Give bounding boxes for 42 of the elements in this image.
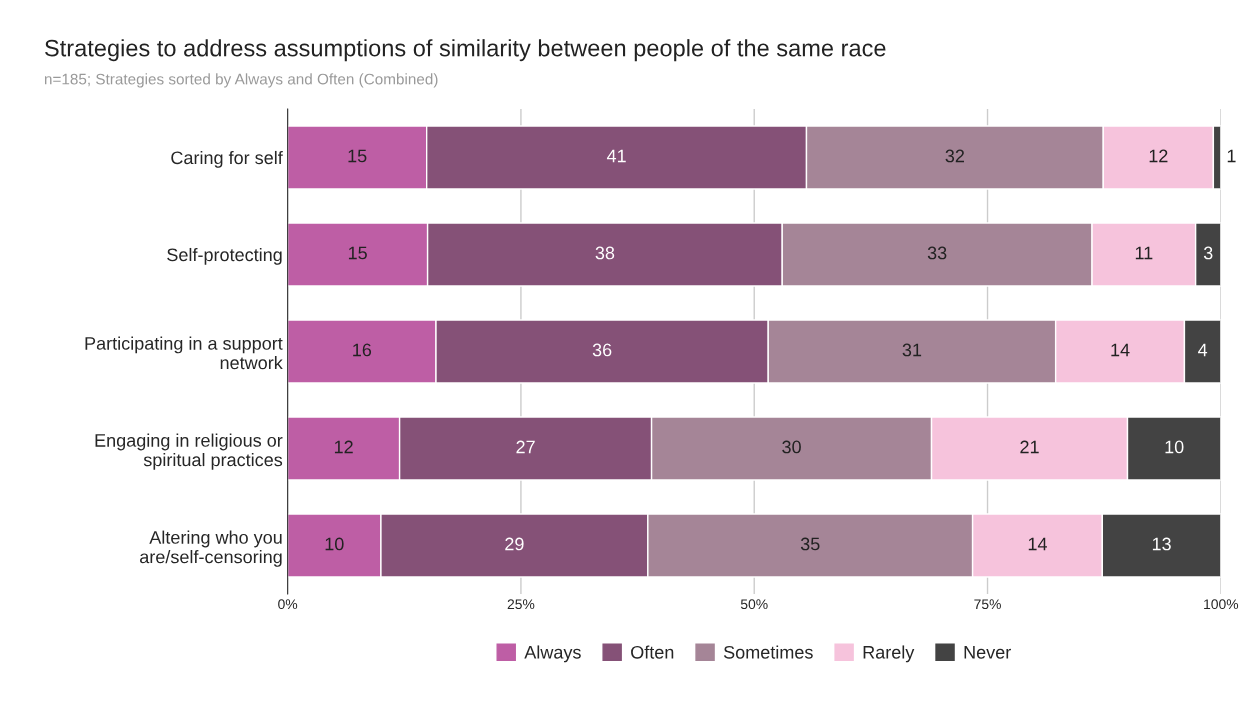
- data-label: 10: [325, 537, 344, 551]
- legend-label: Never: [964, 646, 1011, 659]
- data-label: 14: [1111, 343, 1130, 357]
- data-label: 33: [927, 246, 947, 260]
- data-label: 38: [595, 246, 615, 260]
- y-tick-label: Participating in a support network: [85, 336, 283, 370]
- legend-label: Sometimes: [723, 645, 813, 659]
- chart-title: Strategies to address assumptions of similarity between people of the same race: [45, 39, 886, 62]
- data-label: 31: [902, 343, 922, 357]
- data-label: 11: [1135, 246, 1153, 260]
- data-label: 32: [945, 149, 964, 163]
- data-label: 14: [1028, 537, 1047, 551]
- data-label: 10: [1165, 440, 1184, 454]
- data-label: 21: [1020, 440, 1039, 454]
- data-label: 36: [592, 343, 612, 357]
- legend-label: Often: [631, 645, 674, 659]
- data-label: 1: [1227, 149, 1236, 163]
- legend-label: Rarely: [863, 645, 915, 663]
- y-tick-label: Engaging in religious or spiritual practices: [95, 433, 283, 470]
- data-label: 15: [348, 149, 367, 163]
- data-label: 35: [800, 537, 820, 551]
- data-label: 41: [606, 149, 626, 163]
- y-tick-label: Self-protecting: [167, 247, 282, 265]
- x-tick-label: 0%: [278, 599, 298, 610]
- data-label: 13: [1152, 537, 1171, 551]
- data-label: 15: [348, 246, 367, 260]
- data-label: 16: [353, 343, 372, 357]
- data-label: 29: [505, 537, 524, 551]
- x-tick-label: 100%: [1204, 599, 1239, 610]
- y-tick-label: Altering who you are/self-censoring: [140, 530, 282, 567]
- x-tick-label: 50%: [740, 599, 768, 610]
- data-label: 4: [1198, 343, 1208, 357]
- legend-label: Always: [524, 645, 581, 663]
- data-label: 27: [516, 440, 535, 454]
- chart-subtitle: n=185; Strategies sorted by Always and Often (Combined): [44, 73, 438, 88]
- x-tick-label: 75%: [974, 599, 1001, 610]
- data-label: 12: [1149, 149, 1168, 163]
- y-tick-label: Caring for self: [171, 150, 283, 168]
- data-label: 12: [334, 440, 353, 454]
- x-tick-label: 25%: [507, 599, 535, 610]
- data-label: 3: [1203, 246, 1213, 260]
- data-label: 30: [782, 440, 801, 454]
